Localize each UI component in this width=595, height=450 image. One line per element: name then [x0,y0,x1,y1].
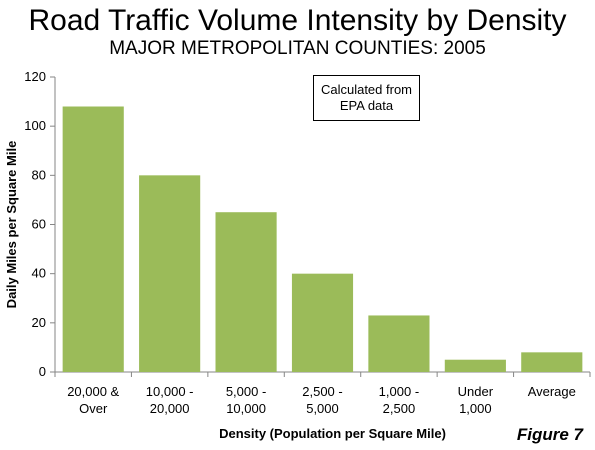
x-tick-label: 10,000 -20,000 [146,384,194,416]
x-tick-label: 5,000 -10,000 [226,384,266,416]
chart-subtitle: MAJOR METROPOLITAN COUNTIES: 2005 [109,38,486,59]
y-tick-label: 120 [24,69,46,84]
bar [62,106,124,372]
y-tick-label: 100 [24,118,46,133]
x-tick-label: 1,000 -2,500 [379,384,419,416]
chart-title: Road Traffic Volume Intensity by Density [28,4,567,37]
bar [521,352,583,372]
y-tick-label: 0 [39,364,46,379]
x-tick-label: 2,500 -5,000 [302,384,342,416]
x-tick-label: Under 1,000 [458,384,494,416]
figure-label: Figure 7 [516,425,583,444]
bar [444,359,506,372]
annotation-line-1: Calculated from [320,82,413,97]
annotation-box: Calculated from EPA data [313,75,420,121]
bar [139,175,201,372]
bar [291,273,354,372]
y-tick-label: 40 [32,266,46,281]
y-axis-title: Daily Miles per Square Mile [4,141,19,309]
x-axis-title: Density (Population per Square Mile) [219,426,446,441]
bar [368,315,430,372]
bar [215,212,277,372]
y-tick-label: 20 [32,315,46,330]
x-tick-label: Average [528,384,576,399]
annotation-line-2: EPA data [339,98,394,113]
y-tick-label: 60 [32,217,46,232]
y-tick-label: 80 [32,167,46,182]
x-tick-label: 20,000 & Over [67,384,119,416]
